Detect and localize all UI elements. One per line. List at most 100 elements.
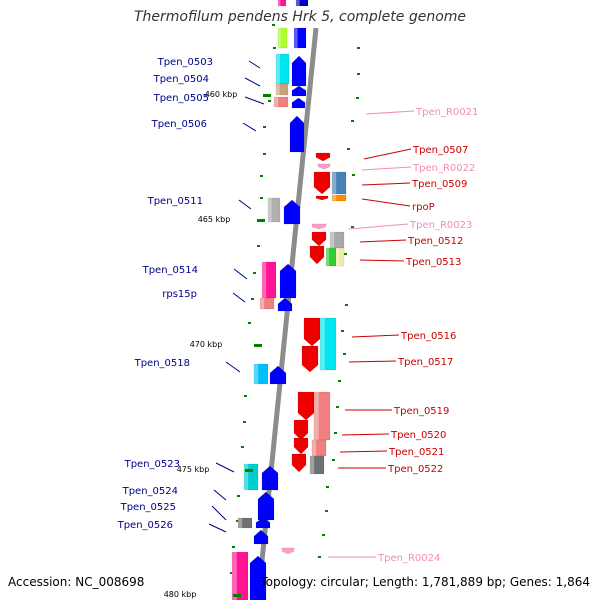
density-tick	[347, 148, 350, 150]
density-tick	[260, 175, 263, 177]
gene-arrow	[249, 555, 267, 600]
left-gene-label: Tpen_0526	[117, 520, 173, 531]
gene-block-shine	[314, 392, 319, 440]
gene-block	[293, 27, 307, 49]
gene-block-shine	[278, 28, 281, 48]
gene-arrow	[311, 223, 327, 230]
tick-layer	[230, 24, 360, 574]
gene-block-shine	[332, 195, 337, 201]
density-tick	[241, 446, 244, 448]
gene-arrow	[291, 85, 307, 97]
left-leader-line	[213, 489, 227, 501]
gene-arrow	[277, 297, 293, 312]
left-gene-label: rps15p	[162, 289, 197, 300]
gene-arrow	[269, 365, 287, 385]
gene-block-shine	[326, 248, 329, 266]
gene-block-shine	[320, 318, 325, 370]
gene-arrow	[301, 345, 319, 373]
density-tick	[272, 24, 275, 26]
gene-block	[237, 517, 253, 529]
kbp-tick	[257, 219, 265, 222]
gene-block	[277, 0, 287, 7]
right-gene-labels: Tpen_R0021 Tpen_0507 Tpen_R0022 Tpen_0509rp…	[328, 107, 478, 564]
density-tick	[236, 520, 239, 522]
gene-block-shine	[274, 97, 279, 107]
kbp-label: 470 kbp	[190, 340, 223, 349]
right-leader-line	[351, 334, 400, 338]
density-tick	[352, 174, 355, 176]
gene-arrow	[309, 245, 325, 265]
density-tick	[244, 395, 247, 397]
right-gene-label: Tpen_R0024	[377, 553, 440, 564]
density-tick	[230, 572, 233, 574]
right-leader-line	[359, 259, 405, 262]
density-tick	[332, 459, 335, 461]
kbp-label: 480 kbp	[164, 590, 197, 599]
density-tick	[263, 153, 266, 155]
left-leader-line	[244, 77, 261, 87]
density-tick	[237, 495, 240, 497]
gene-block-shine	[294, 28, 298, 48]
density-tick	[325, 510, 328, 512]
feature-blocks	[231, 0, 347, 600]
gene-arrow	[293, 437, 309, 455]
right-leader-line	[341, 433, 390, 436]
gene-block-shine	[310, 456, 315, 474]
gene-arrow	[315, 152, 331, 162]
gene-block	[277, 27, 288, 49]
density-tick	[322, 534, 325, 536]
right-gene-label: Tpen_0509	[411, 179, 467, 190]
right-leader-line	[361, 198, 411, 207]
right-gene-label: rpoP	[412, 202, 435, 213]
gene-block-shine	[262, 262, 267, 298]
density-tick	[253, 272, 256, 274]
gene-block-shine	[276, 54, 280, 84]
gene-arrow	[291, 55, 307, 87]
right-gene-label: Tpen_0519	[393, 406, 449, 417]
gene-arrow	[255, 517, 271, 529]
density-tick	[338, 380, 341, 382]
kbp-tick	[254, 344, 262, 347]
density-tick	[232, 546, 235, 548]
right-gene-label: Tpen_0522	[387, 464, 443, 475]
gene-arrow	[303, 317, 321, 347]
right-gene-label: Tpen_R0023	[409, 220, 472, 231]
right-leader-line	[348, 223, 409, 230]
right-gene-label: Tpen_0517	[397, 357, 453, 368]
density-tick	[356, 97, 359, 99]
kbp-tick	[263, 94, 271, 97]
gene-block-shine	[278, 0, 281, 6]
left-gene-label: Tpen_0525	[120, 502, 176, 513]
gene-block	[331, 171, 347, 195]
left-gene-label: Tpen_0503	[157, 57, 213, 68]
gene-arrow	[291, 97, 306, 109]
left-leader-line	[238, 199, 252, 210]
left-leader-line	[242, 122, 257, 132]
gene-block	[275, 83, 289, 96]
gene-block	[335, 247, 345, 267]
kbp-label: 460 kbp	[205, 90, 238, 99]
gene-block-shine	[238, 518, 243, 528]
gene-block-shine	[330, 232, 335, 248]
gene-block	[267, 197, 281, 223]
gene-block-shine	[232, 552, 237, 600]
right-gene-label: Tpen_R0021	[415, 107, 478, 118]
gene-arrow	[279, 263, 297, 299]
gene-block-shine	[268, 198, 272, 222]
density-tick	[334, 432, 337, 434]
left-leader-line	[225, 361, 241, 373]
density-tick	[243, 421, 246, 423]
density-tick	[336, 406, 339, 408]
right-gene-label: Tpen_0507	[412, 145, 468, 156]
gene-arrow	[313, 171, 331, 195]
gene-block-shine	[296, 0, 300, 6]
density-tick	[345, 304, 348, 306]
gene-arrow	[283, 199, 301, 225]
left-gene-label: Tpen_0524	[122, 486, 178, 497]
left-leader-line	[215, 462, 235, 473]
density-tick	[351, 120, 354, 122]
right-gene-label: Tpen_R0022	[412, 163, 475, 174]
left-leader-line	[248, 60, 261, 69]
gene-block	[231, 551, 249, 600]
right-leader-line	[361, 166, 412, 171]
